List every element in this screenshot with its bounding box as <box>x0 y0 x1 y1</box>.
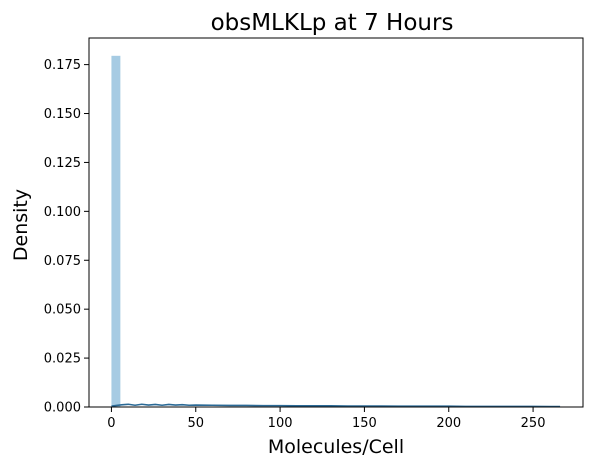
plot-area <box>111 55 561 408</box>
y-tick-label: 0.075 <box>44 254 81 269</box>
plot-frame <box>88 37 584 408</box>
y-axis-title: Density <box>10 189 32 261</box>
kde-line <box>111 403 561 408</box>
x-axis: 0 50 100 150 200 250 <box>107 407 545 431</box>
x-tick-label: 50 <box>187 416 204 431</box>
y-axis: 0.000 0.025 0.050 0.075 0.100 0.125 0.150 0.175 <box>44 58 89 416</box>
histogram-bar <box>111 55 121 407</box>
y-tick-label: 0.125 <box>44 156 81 171</box>
chart-title: obsMLKLp at 7 Hours <box>211 10 454 36</box>
x-axis-title: Molecules/Cell <box>268 436 404 458</box>
y-tick-label: 0.150 <box>44 107 81 122</box>
y-tick-label: 0.100 <box>44 205 81 220</box>
x-tick-label: 100 <box>268 416 293 431</box>
y-tick-label: 0.050 <box>44 303 81 318</box>
y-tick-label: 0.175 <box>44 58 81 73</box>
x-tick-label: 200 <box>436 416 461 431</box>
x-tick-label: 250 <box>521 416 546 431</box>
x-tick-label: 150 <box>352 416 377 431</box>
y-tick-label: 0.025 <box>44 352 81 367</box>
x-tick-label: 0 <box>107 416 115 431</box>
y-tick-label: 0.000 <box>44 401 81 416</box>
